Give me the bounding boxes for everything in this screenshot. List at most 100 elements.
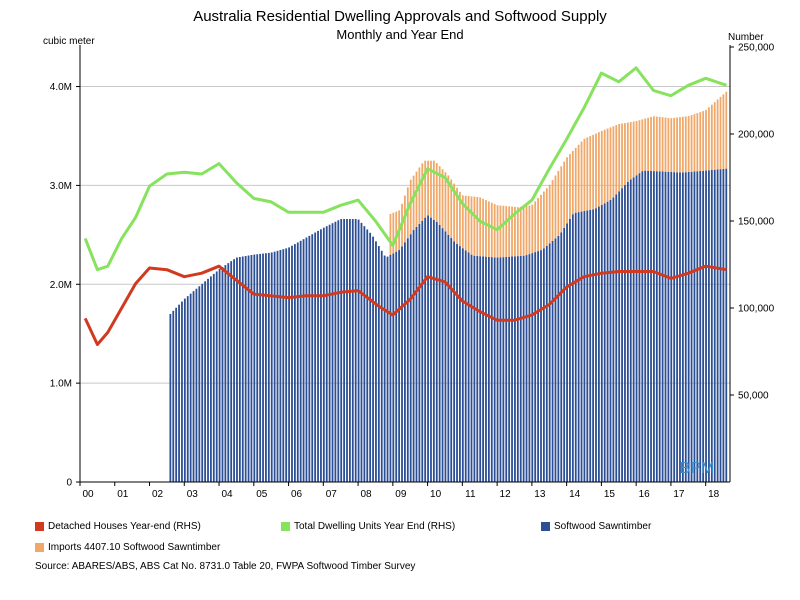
softwood-bar (175, 307, 178, 482)
y-right-tick-label: 200,000 (738, 130, 775, 141)
softwood-bar (519, 255, 522, 482)
softwood-bar (554, 238, 557, 482)
softwood-bar (658, 171, 661, 482)
softwood-bar (288, 247, 290, 482)
legend-item-detached: Detached Houses Year-end (RHS) (35, 521, 201, 532)
softwood-bar (172, 310, 175, 482)
softwood-bar (317, 230, 319, 482)
softwood-bar (215, 271, 218, 482)
softwood-bar (560, 232, 563, 482)
total-dwellings-line (83, 66, 727, 272)
x-tick-label: 18 (708, 489, 720, 500)
softwood-bar (346, 219, 348, 483)
imports-bar (603, 129, 606, 204)
softwood-bar (580, 211, 583, 482)
x-tick-label: 03 (187, 489, 199, 500)
softwood-bar (603, 203, 606, 482)
imports-bar (641, 119, 644, 172)
imports-bar (647, 117, 650, 171)
softwood-bar (566, 223, 568, 482)
softwood-bar (236, 257, 238, 482)
softwood-bar (183, 298, 186, 482)
softwood-bar (661, 171, 664, 483)
softwood-bar (708, 170, 710, 482)
imports-bar (621, 123, 623, 189)
softwood-bar (192, 291, 195, 482)
softwood-bar (571, 214, 574, 483)
x-tick-label: 08 (361, 489, 373, 500)
y-right-tick-label: 100,000 (738, 304, 775, 315)
softwood-bar (569, 218, 571, 482)
imports-bar (508, 206, 511, 257)
imports-bar (632, 121, 635, 178)
imports-bar (589, 136, 592, 210)
softwood-bar (450, 238, 453, 482)
imports-bar (658, 116, 661, 172)
imports-bar (514, 206, 516, 257)
y-right-tick-label: 50,000 (738, 391, 769, 402)
softwood-bar (609, 200, 612, 482)
imports-bar (690, 115, 693, 172)
imports-bar (482, 198, 484, 257)
softwood-bar (574, 212, 577, 483)
softwood-bar (427, 215, 429, 482)
imports-bar (540, 194, 542, 251)
softwood-bar (331, 223, 334, 482)
softwood-bar (534, 252, 537, 482)
softwood-bar (490, 257, 493, 482)
x-tick-label: 13 (534, 489, 546, 500)
softwood-bar (409, 234, 412, 482)
softwood-bar (592, 209, 595, 483)
softwood-bar (499, 257, 502, 482)
imports-bar (432, 160, 435, 220)
imports-bar (542, 191, 545, 249)
imports-bar (725, 91, 728, 169)
softwood-bar (435, 222, 438, 482)
imports-bar (615, 125, 618, 195)
imports-bar (461, 195, 464, 249)
softwood-bar (198, 286, 201, 482)
imports-bar (505, 206, 508, 257)
softwood-bar (247, 255, 250, 482)
y-left-tick-label: 4.0M (50, 82, 72, 93)
y-left-tick-label: 1.0M (50, 379, 72, 390)
softwood-bar (635, 175, 638, 482)
softwood-bar (621, 188, 623, 482)
softwood-bar (725, 168, 728, 483)
imports-bar (708, 107, 710, 171)
softwood-bar (456, 243, 458, 482)
imports-bar (586, 137, 589, 211)
softwood-bar (542, 248, 545, 482)
softwood-bar (340, 219, 343, 483)
imports-bar (531, 204, 534, 254)
softwood-bar (522, 255, 525, 482)
softwood-bar (528, 254, 531, 482)
softwood-bar (710, 169, 713, 483)
imports-bar (545, 188, 548, 246)
imports-bar (606, 128, 609, 202)
softwood-bar (372, 236, 374, 482)
imports-bar (661, 117, 664, 172)
softwood-bar (516, 256, 519, 482)
legend-swatch (35, 522, 44, 531)
softwood-bar (354, 219, 357, 483)
softwood-bar (540, 250, 542, 482)
softwood-bar (467, 252, 470, 482)
softwood-bar (487, 256, 490, 482)
softwood-bar (696, 171, 699, 482)
softwood-bar (276, 250, 279, 482)
x-tick-label: 12 (500, 489, 512, 500)
softwood-bar (676, 172, 678, 482)
imports-bar (430, 160, 432, 218)
imports-bar (502, 205, 505, 258)
softwood-bar (291, 245, 293, 482)
imports-bar (629, 122, 632, 180)
softwood-bar (357, 219, 360, 482)
imports-bar (577, 144, 580, 213)
softwood-bar (545, 245, 548, 482)
softwood-bar (702, 170, 705, 482)
x-tick-label: 02 (152, 489, 164, 500)
softwood-bar (189, 293, 192, 482)
softwood-bar (241, 256, 244, 482)
